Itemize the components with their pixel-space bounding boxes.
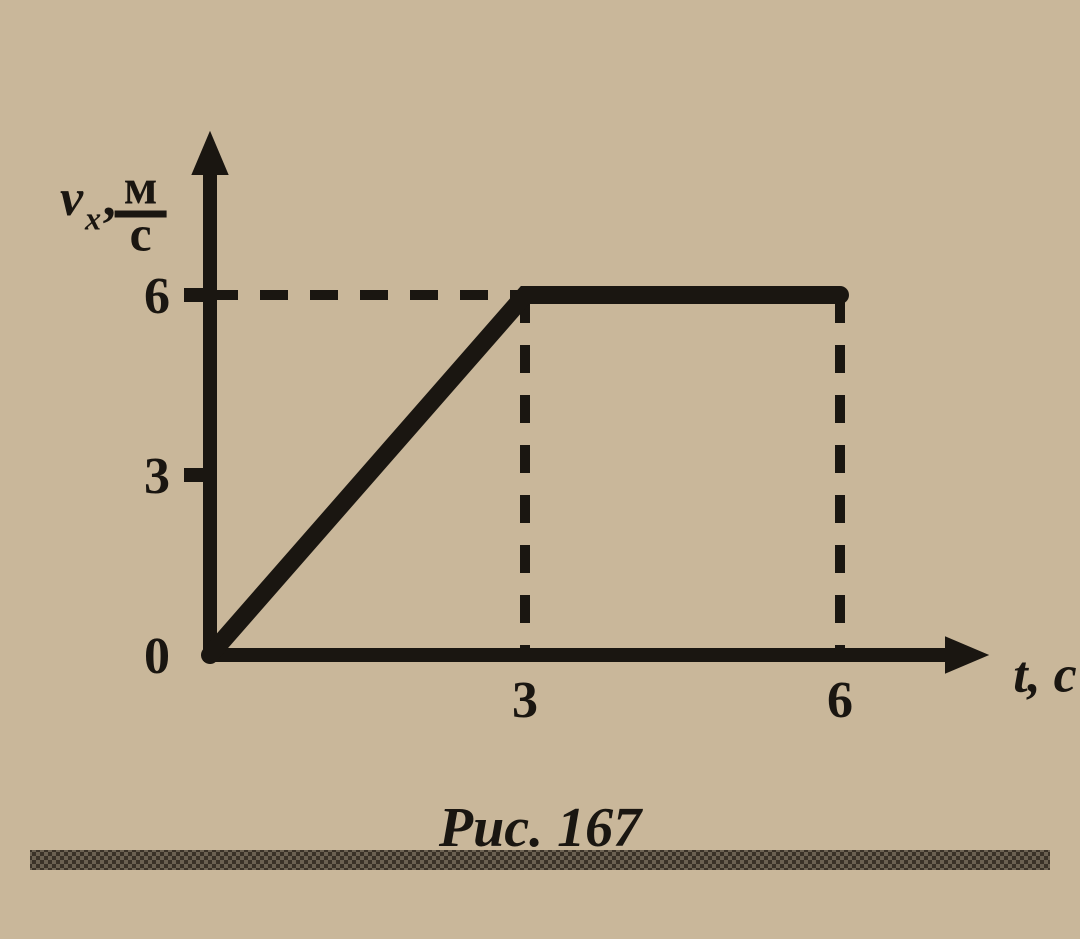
y-tick-label: 6	[144, 268, 170, 325]
x-tick-label: 3	[512, 672, 538, 729]
y-axis-unit-denominator: с	[130, 206, 152, 261]
x-tick-label: 6	[827, 672, 853, 729]
y-tick-label: 0	[144, 628, 170, 685]
figure-caption: Рис. 167	[438, 797, 643, 859]
y-axis-symbol: v	[60, 170, 84, 227]
x-axis-label: t, с	[1013, 646, 1077, 703]
y-tick-label: 3	[144, 448, 170, 505]
velocity-time-chart: 36 036 v x , м с t, с Рис. 167	[0, 0, 1080, 939]
y-axis-subscript: x	[84, 201, 101, 237]
y-axis-comma: ,	[103, 170, 116, 227]
figure-page: 36 036 v x , м с t, с Рис. 167	[0, 0, 1080, 939]
